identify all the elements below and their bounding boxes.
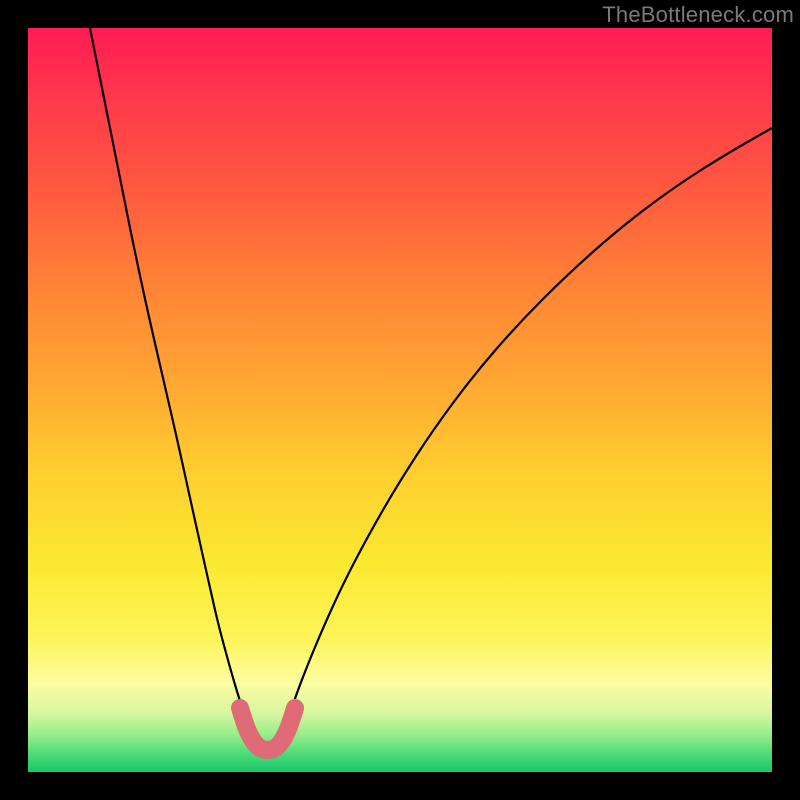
watermark-text: TheBottleneck.com [602,2,794,28]
bottleneck-bottom-marker [240,708,295,750]
curve-left-branch [90,28,248,725]
plot-area [28,28,772,772]
bottleneck-curve [28,28,772,772]
curve-right-branch [286,128,772,725]
